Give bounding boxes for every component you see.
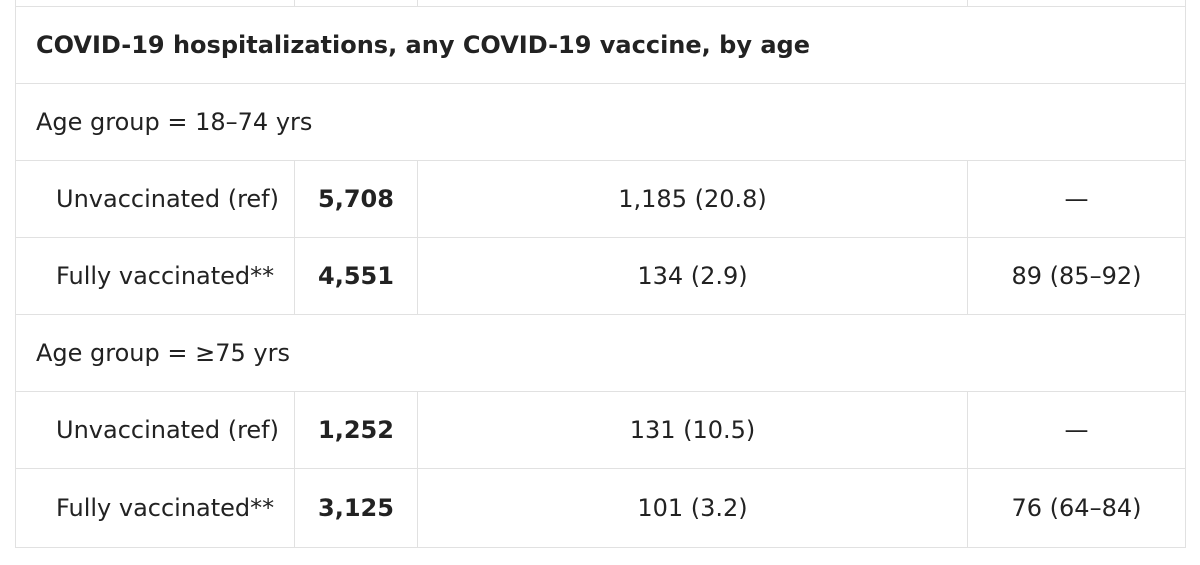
hospitalizations-value: 1,185 (20.8) [417, 160, 968, 238]
group-header-row: Age group = ≥75 yrs [15, 314, 1186, 392]
table-title-row: COVID-19 hospitalizations, any COVID-19 … [15, 6, 1186, 84]
patient-count: 5,708 [294, 160, 418, 238]
hospitalizations-table: COVID-19 hospitalizations, any COVID-19 … [15, 0, 1186, 548]
vaccination-status: Fully vaccinated** [15, 237, 295, 315]
table-row: Fully vaccinated** 4,551 134 (2.9) 89 (8… [15, 237, 1186, 315]
age-group-label: Age group = ≥75 yrs [15, 314, 1186, 392]
patient-count: 3,125 [294, 468, 418, 548]
hospitalizations-value: 131 (10.5) [417, 391, 968, 469]
vaccination-status: Unvaccinated (ref) [15, 391, 295, 469]
vaccination-status: Fully vaccinated** [15, 468, 295, 548]
patient-count: 4,551 [294, 237, 418, 315]
vaccine-effectiveness: — [967, 160, 1186, 238]
group-header-row: Age group = 18–74 yrs [15, 83, 1186, 161]
vaccine-effectiveness: 89 (85–92) [967, 237, 1186, 315]
vaccine-effectiveness: 76 (64–84) [967, 468, 1186, 548]
table-row: Unvaccinated (ref) 5,708 1,185 (20.8) — [15, 160, 1186, 238]
table-title: COVID-19 hospitalizations, any COVID-19 … [15, 6, 1186, 84]
hospitalizations-value: 134 (2.9) [417, 237, 968, 315]
hospitalizations-value: 101 (3.2) [417, 468, 968, 548]
age-group-label: Age group = 18–74 yrs [15, 83, 1186, 161]
table-row: Fully vaccinated** 3,125 101 (3.2) 76 (6… [15, 468, 1186, 548]
table-row: Unvaccinated (ref) 1,252 131 (10.5) — [15, 391, 1186, 469]
vaccination-status: Unvaccinated (ref) [15, 160, 295, 238]
vaccine-effectiveness: — [967, 391, 1186, 469]
patient-count: 1,252 [294, 391, 418, 469]
